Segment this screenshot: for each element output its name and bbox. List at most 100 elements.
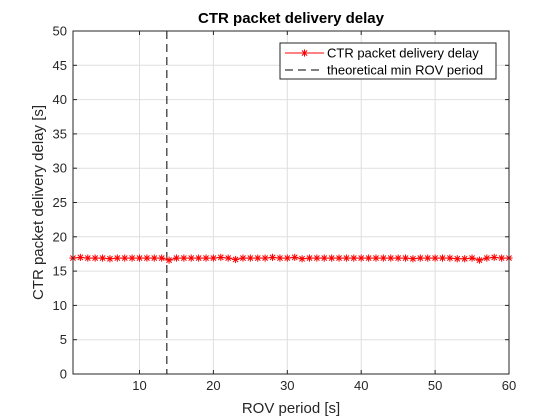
marker-stroke xyxy=(373,255,379,262)
marker-stroke xyxy=(92,255,99,262)
data-point xyxy=(298,255,306,263)
marker-stroke xyxy=(395,255,402,262)
data-point xyxy=(453,255,461,263)
marker-stroke xyxy=(284,255,291,262)
data-point xyxy=(498,254,506,262)
marker-stroke xyxy=(173,255,180,262)
marker-stroke xyxy=(446,255,453,262)
marker-stroke xyxy=(121,255,128,262)
data-point xyxy=(98,254,107,262)
marker-stroke xyxy=(336,255,342,262)
legend-swatch-delay-marker xyxy=(300,49,309,57)
data-point xyxy=(209,254,218,262)
marker-stroke xyxy=(77,254,84,261)
data-point xyxy=(254,254,262,262)
data-point xyxy=(424,254,432,262)
data-point xyxy=(461,255,469,263)
marker-stroke xyxy=(99,255,106,262)
data-point xyxy=(475,256,484,264)
x-tick-label: 60 xyxy=(502,378,516,393)
marker-stroke xyxy=(417,255,424,262)
marker-stroke xyxy=(240,255,246,262)
x-tick-label: 50 xyxy=(428,378,442,393)
marker-stroke xyxy=(217,254,224,261)
y-tick-label: 45 xyxy=(53,58,67,73)
data-point xyxy=(409,255,417,263)
data-point xyxy=(231,255,240,264)
chart-title: CTR packet delivery delay xyxy=(198,10,385,27)
data-point xyxy=(401,254,410,262)
marker-stroke xyxy=(151,255,158,262)
data-point xyxy=(76,253,84,261)
data-point xyxy=(416,254,424,262)
marker-stroke xyxy=(365,255,372,262)
data-point xyxy=(446,254,454,262)
y-tick-label: 15 xyxy=(53,264,67,279)
data-point xyxy=(84,254,92,262)
x-tick-label: 40 xyxy=(354,378,368,393)
marker-stroke xyxy=(114,255,121,262)
data-point xyxy=(387,254,395,262)
x-tick-label: 30 xyxy=(280,378,294,393)
marker-stroke xyxy=(269,254,276,261)
marker-stroke xyxy=(432,255,439,262)
data-point xyxy=(143,254,151,262)
data-point xyxy=(128,254,136,262)
y-axis-label: CTR packet delivery delay [s] xyxy=(30,105,47,300)
y-tick-label: 50 xyxy=(53,24,67,39)
data-point xyxy=(490,253,498,261)
marker-stroke xyxy=(262,255,269,262)
data-point xyxy=(217,253,225,261)
y-tick-label: 10 xyxy=(53,298,67,313)
data-point xyxy=(468,254,476,262)
data-point xyxy=(106,255,114,263)
y-tick-label: 20 xyxy=(53,229,67,244)
data-point xyxy=(158,254,166,262)
x-tick-label: 10 xyxy=(132,378,146,393)
data-point xyxy=(291,253,299,261)
x-tick-label: 20 xyxy=(206,378,220,393)
marker-stroke xyxy=(166,257,173,264)
marker-stroke xyxy=(291,254,298,261)
series-layer xyxy=(69,253,513,264)
marker-stroke xyxy=(380,255,387,262)
marker-stroke xyxy=(299,255,306,262)
y-tick-label: 40 xyxy=(53,92,67,107)
data-point xyxy=(313,254,321,262)
marker-stroke xyxy=(129,255,136,262)
marker-stroke xyxy=(301,50,308,56)
data-point xyxy=(283,254,291,262)
data-point xyxy=(195,254,203,262)
data-point xyxy=(113,254,121,262)
data-point xyxy=(483,254,491,262)
marker-stroke xyxy=(409,255,416,262)
data-point xyxy=(350,254,358,262)
data-point xyxy=(357,254,365,262)
data-point xyxy=(91,254,99,262)
marker-stroke xyxy=(210,255,217,262)
marker-stroke xyxy=(328,255,335,262)
legend-label-delay: CTR packet delivery delay xyxy=(327,46,479,61)
data-point xyxy=(438,254,447,262)
marker-stroke xyxy=(203,255,209,262)
marker-stroke xyxy=(424,255,431,262)
marker-stroke xyxy=(247,255,254,262)
marker-stroke xyxy=(483,255,490,262)
marker-stroke xyxy=(321,255,328,262)
data-point xyxy=(268,253,277,261)
marker-stroke xyxy=(439,255,446,262)
marker-stroke xyxy=(343,255,350,262)
data-point xyxy=(328,254,336,262)
y-tick-label: 35 xyxy=(53,126,67,141)
marker-stroke xyxy=(387,255,394,262)
data-point xyxy=(172,254,181,262)
marker-stroke xyxy=(84,255,91,262)
legend: CTR packet delivery delay theoretical mi… xyxy=(279,42,497,80)
data-point xyxy=(372,254,380,262)
marker-stroke xyxy=(158,255,165,262)
marker-stroke xyxy=(195,255,202,262)
marker-stroke xyxy=(358,255,365,262)
marker-stroke xyxy=(225,255,232,262)
